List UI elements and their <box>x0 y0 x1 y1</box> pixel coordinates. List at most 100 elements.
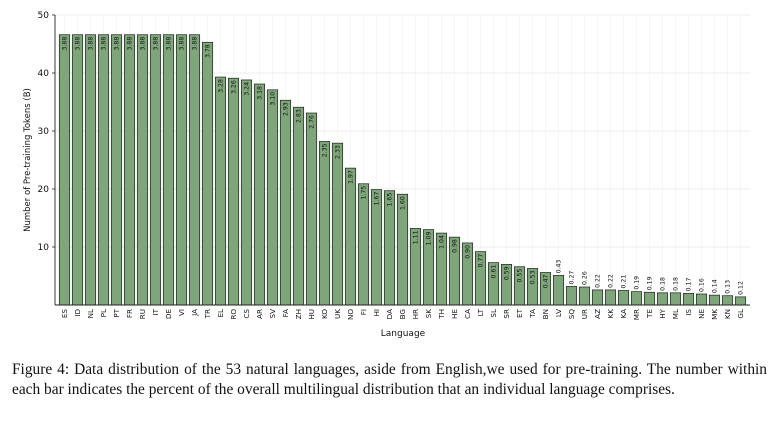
data-label: 1.67 <box>374 192 381 206</box>
data-label: 2.93 <box>283 102 290 116</box>
x-tick-label: ES <box>60 309 69 319</box>
x-tick-label: KA <box>619 309 628 319</box>
data-label: 3.18 <box>257 86 264 100</box>
x-tick-label: ML <box>671 309 680 319</box>
y-axis-label: Number of Pre-training Tokens (B) <box>23 88 33 232</box>
x-tick-label: CS <box>242 309 251 319</box>
bar <box>305 112 318 306</box>
x-tick-label: FI <box>359 309 368 315</box>
bar <box>227 77 240 306</box>
x-tick-label: HE <box>450 309 459 319</box>
data-label: 0.18 <box>673 277 680 291</box>
bar <box>318 141 331 306</box>
bar <box>617 290 630 306</box>
x-axis-label: Language <box>381 329 426 339</box>
data-label: 0.22 <box>595 274 602 288</box>
bar <box>357 183 370 306</box>
x-tick-label: ZH <box>294 309 303 319</box>
bars: 3.88 3.88 3.88 3.88 3.88 3.88 3.88 3.88 3.88 3.88… <box>58 34 747 306</box>
data-label: 0.55 <box>517 269 524 283</box>
x-ticks: ES ID NL PL PT FR RU IT DE VI JA TR EL RO CS AR SV FA ZH HU… <box>60 308 745 320</box>
x-tick-label: EL <box>216 309 225 318</box>
x-tick-label: NE <box>697 309 706 319</box>
bar <box>292 106 305 306</box>
data-label: 0.12 <box>738 281 745 295</box>
x-tick-label: RO <box>229 309 238 320</box>
data-label: 3.26 <box>231 80 238 94</box>
data-label: 3.24 <box>244 82 251 96</box>
x-tick-label: MK <box>710 309 719 320</box>
data-label: 3.78 <box>205 44 212 58</box>
y-tick-label: 20 <box>38 185 50 195</box>
data-label: 0.77 <box>478 254 485 268</box>
bar <box>370 189 383 306</box>
data-label: 0.22 <box>608 274 615 288</box>
data-label: 0.18 <box>660 277 667 291</box>
y-tick-label: 10 <box>38 243 50 253</box>
x-tick-label: PT <box>112 308 121 317</box>
x-tick-label: BN <box>541 309 550 319</box>
data-label: 3.10 <box>270 92 277 106</box>
bar <box>214 76 227 306</box>
x-tick-label: IS <box>684 309 693 316</box>
y-ticks: 10 20 30 40 50 <box>38 11 55 253</box>
data-label: 0.19 <box>634 276 641 290</box>
bar <box>58 34 71 306</box>
x-tick-label: TE <box>645 309 654 319</box>
x-tick-label: TR <box>203 309 212 319</box>
data-label: 0.53 <box>530 270 537 284</box>
x-tick-label: LV <box>554 309 563 317</box>
data-label: 3.88 <box>153 37 160 51</box>
x-tick-label: CA <box>463 309 472 319</box>
x-tick-label: GL <box>736 309 745 319</box>
x-tick-label: BG <box>398 309 407 319</box>
x-tick-label: HU <box>307 309 316 320</box>
x-tick-label: LT <box>476 308 485 316</box>
x-tick-label: PL <box>99 309 108 317</box>
data-label: 3.88 <box>101 37 108 51</box>
bar <box>591 289 604 306</box>
data-label: 3.88 <box>127 37 134 51</box>
data-label: 1.97 <box>348 170 355 184</box>
bar <box>383 190 396 306</box>
data-label: 2.76 <box>309 115 316 129</box>
bar <box>162 34 175 306</box>
y-tick-label: 40 <box>38 69 50 79</box>
x-tick-label: UR <box>580 309 589 319</box>
y-tick-label: 50 <box>38 11 50 21</box>
bar <box>565 286 578 306</box>
bar <box>695 293 708 306</box>
bar <box>188 34 201 306</box>
bar <box>669 292 682 306</box>
bar <box>97 34 110 306</box>
x-tick-label: FA <box>281 309 290 317</box>
x-tick-label: HY <box>658 308 667 318</box>
bar <box>643 291 656 306</box>
data-label: 0.98 <box>452 239 459 253</box>
x-tick-label: KK <box>606 309 615 319</box>
data-label: 3.88 <box>75 37 82 51</box>
data-label: 0.47 <box>543 274 550 288</box>
bar <box>630 291 643 306</box>
bar <box>175 34 188 306</box>
figure-caption: Figure 4: Data distribution of the 53 na… <box>12 361 767 398</box>
bar <box>84 34 97 306</box>
data-label: 1.65 <box>387 193 394 207</box>
x-tick-label: KN <box>723 309 732 319</box>
data-label: 0.90 <box>465 245 472 259</box>
bar <box>656 292 669 306</box>
data-label: 3.88 <box>166 37 173 51</box>
bar <box>344 167 357 306</box>
x-tick-label: SV <box>268 309 277 319</box>
data-label: 1.75 <box>361 186 368 200</box>
bar <box>552 275 565 306</box>
bar <box>123 34 136 306</box>
bar <box>266 89 279 306</box>
x-tick-label: UK <box>333 309 342 319</box>
data-label: 1.09 <box>426 232 433 246</box>
bar <box>240 79 253 306</box>
bar <box>331 142 344 306</box>
x-tick-label: HR <box>411 309 420 319</box>
x-tick-label: HI <box>372 309 381 317</box>
data-label: 0.19 <box>647 276 654 290</box>
